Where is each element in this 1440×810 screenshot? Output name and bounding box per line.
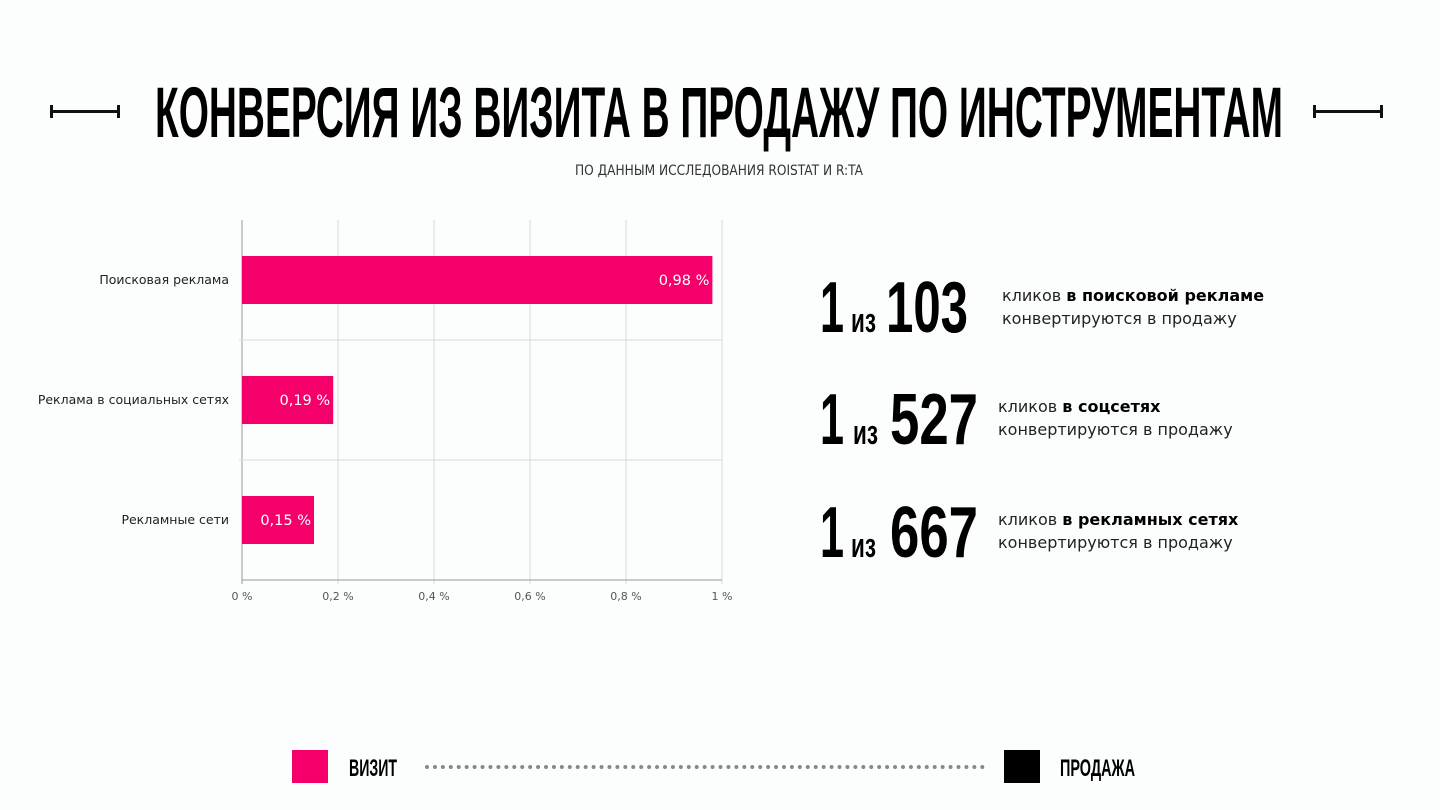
stat-desc-bold: в соцсетях	[1062, 397, 1161, 416]
stat-desc-line2: конвертируются в продажу	[998, 533, 1233, 552]
bar	[242, 376, 334, 424]
legend-dotted-connector	[425, 765, 985, 769]
x-tick-label: 1 %	[712, 590, 733, 603]
decorative-bracket-right	[1313, 105, 1383, 118]
stat-description: кликов в рекламных сетях конвертируются …	[998, 508, 1238, 554]
legend-visit-swatch	[292, 750, 328, 783]
stat-number: 527	[890, 380, 978, 460]
legend-sale-label: ПРОДАЖА	[1060, 755, 1135, 782]
stat-iz: из	[853, 414, 878, 452]
stat-one: 1	[820, 493, 844, 573]
stat-desc-line2: конвертируются в продажу	[1002, 309, 1237, 328]
stat-one: 1	[820, 380, 844, 460]
stat-description: кликов в соцсетях конвертируются в прода…	[998, 395, 1233, 441]
data-label: 0,98 %	[659, 273, 710, 289]
stat-number: 667	[890, 493, 978, 573]
x-tick-label: 0,8 %	[610, 590, 641, 603]
stat-iz: из	[851, 527, 876, 565]
stat-iz: из	[851, 302, 876, 340]
stat-description: кликов в поисковой рекламе конвертируютс…	[1002, 284, 1264, 330]
stat-desc-bold: в рекламных сетях	[1062, 510, 1239, 529]
page-subtitle: ПО ДАННЫМ ИССЛЕДОВАНИЯ ROISTAT И R:TA	[575, 163, 863, 179]
stat-number: 103	[886, 268, 968, 348]
x-tick-label: 0,4 %	[418, 590, 449, 603]
page-title: КОНВЕРСИЯ ИЗ ВИЗИТА В ПРОДАЖУ ПО ИНСТРУМ…	[155, 74, 1283, 153]
stat-desc-line2: конвертируются в продажу	[998, 420, 1233, 439]
bar	[242, 496, 314, 544]
stat-one: 1	[820, 268, 844, 348]
stat-desc-prefix: кликов	[998, 397, 1063, 416]
legend-visit-label: ВИЗИТ	[349, 755, 397, 782]
category-label: Рекламные сети	[121, 512, 229, 527]
x-tick-label: 0,2 %	[322, 590, 353, 603]
x-tick-label: 0 %	[232, 590, 253, 603]
stat-desc-prefix: кликов	[998, 510, 1063, 529]
stat-desc-bold: в поисковой рекламе	[1066, 286, 1265, 305]
legend-sale-swatch	[1004, 750, 1040, 783]
stat-desc-prefix: кликов	[1002, 286, 1067, 305]
bar-chart: 0 % 0,2 % 0,4 % 0,6 % 0,8 % 1 % Поисковая рекл…	[38, 220, 733, 603]
data-label: 0,15 %	[260, 513, 311, 529]
decorative-bracket-left	[50, 105, 120, 118]
data-label: 0,19 %	[280, 393, 331, 409]
x-tick-label: 0,6 %	[514, 590, 545, 603]
category-label: Поисковая реклама	[99, 272, 229, 287]
bar	[242, 256, 713, 304]
category-label: Реклама в социальных сетях	[38, 392, 229, 407]
